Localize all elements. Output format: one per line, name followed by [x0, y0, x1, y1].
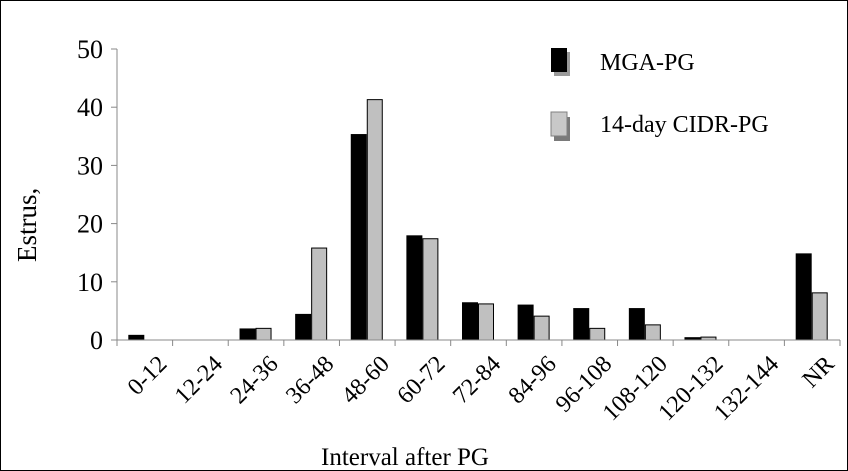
- bar-mga-pg-NR: [795, 253, 812, 341]
- bar-mga-pg-84-96: [517, 304, 534, 341]
- y-tick-label: 10: [77, 268, 103, 297]
- bar-mga-pg-48-60: [350, 134, 367, 341]
- x-tick-label-0-12: 0-12: [123, 351, 172, 400]
- bar-mga-pg-108-120: [628, 308, 645, 341]
- bar-cidr-pg-36-48: [311, 247, 328, 341]
- bar-cidr-pg-96-108: [589, 327, 606, 341]
- legend: MGA-PG 14-day CIDR-PG: [550, 48, 769, 141]
- x-tick-label-48-60: 48-60: [337, 351, 395, 409]
- x-tick-label-60-72: 60-72: [392, 351, 450, 409]
- bar-mga-pg-36-48: [295, 313, 312, 341]
- legend-label-mga-pg: MGA-PG: [600, 50, 695, 76]
- bar-cidr-pg-72-84: [478, 303, 494, 341]
- y-tick-label: 40: [77, 93, 103, 122]
- bar-cidr-pg-24-36: [255, 327, 272, 341]
- bar-cidr-pg-48-60: [366, 99, 383, 341]
- x-tick-label-24-36: 24-36: [226, 351, 284, 409]
- x-ticks: 0-1212-2424-3636-4848-6060-7272-8484-969…: [116, 340, 841, 426]
- y-tick-label: 0: [90, 326, 103, 355]
- x-tick-label-12-24: 12-24: [170, 351, 228, 409]
- bar-mga-pg-96-108: [573, 308, 590, 341]
- bar-mga-pg-24-36: [239, 328, 256, 341]
- x-axis-label: Interval after PG: [321, 444, 489, 471]
- x-tick-label-36-48: 36-48: [281, 351, 339, 409]
- bar-mga-pg-60-72: [406, 235, 423, 341]
- legend-swatch-cidr-pg: [550, 111, 568, 137]
- y-axis-label: Estrus,: [12, 188, 42, 262]
- y-tick-label: 50: [77, 35, 103, 64]
- bar-mga-pg-72-84: [462, 302, 478, 341]
- y-ticks: 0 10 20 30 40 50: [77, 35, 117, 355]
- x-tick-label-NR: NR: [798, 351, 840, 393]
- bar-cidr-pg-84-96: [533, 315, 550, 341]
- y-tick-label: 20: [77, 210, 103, 239]
- y-tick-label: 30: [77, 151, 103, 180]
- legend-label-cidr-pg: 14-day CIDR-PG: [600, 112, 769, 138]
- bar-cidr-pg-108-120: [644, 324, 661, 341]
- x-tick-label-72-84: 72-84: [448, 351, 506, 409]
- bars-layer: [128, 99, 828, 341]
- legend-swatch-mga-pg: [551, 48, 567, 72]
- bar-cidr-pg-NR: [811, 292, 828, 341]
- bar-cidr-pg-60-72: [422, 238, 439, 341]
- bar-mga-pg-0-12: [128, 334, 145, 341]
